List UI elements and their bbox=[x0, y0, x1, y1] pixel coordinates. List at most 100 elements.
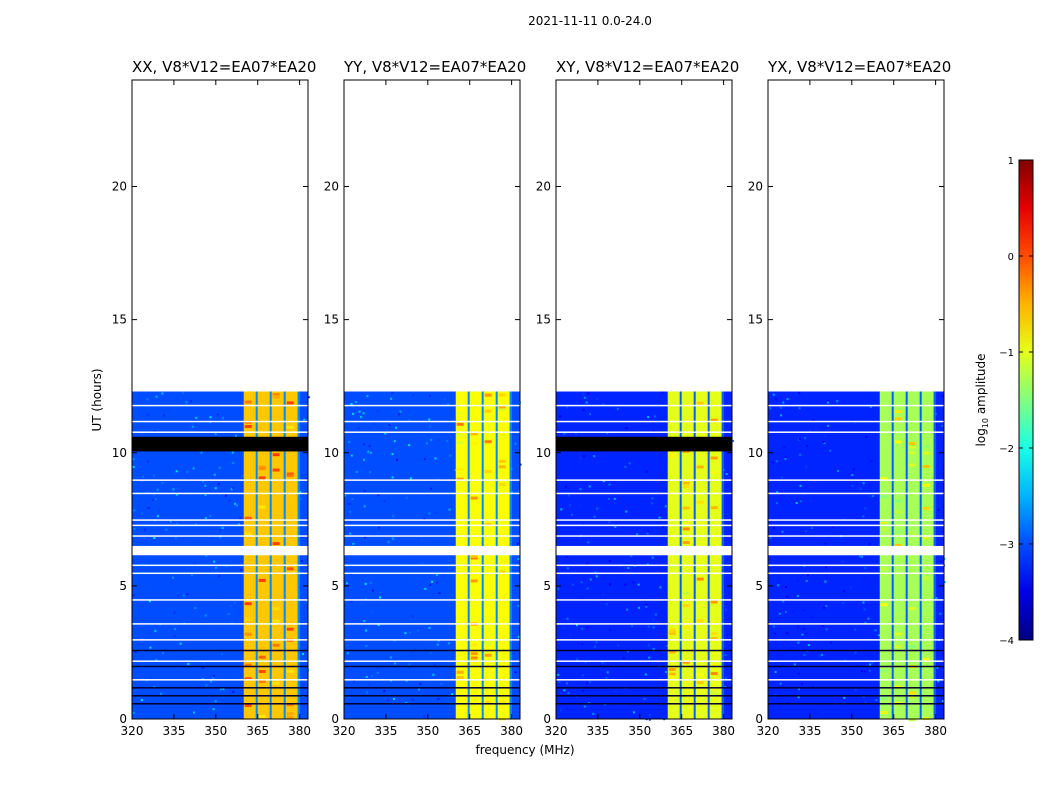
noise-pixel bbox=[377, 494, 380, 497]
noise-pixel bbox=[204, 517, 207, 520]
band-hotspot bbox=[470, 643, 478, 647]
noise-pixel bbox=[786, 595, 789, 598]
noise-pixel bbox=[359, 602, 362, 605]
noise-pixel bbox=[825, 604, 828, 607]
y-tick-label: 0 bbox=[119, 712, 127, 726]
noise-pixel bbox=[874, 629, 877, 632]
noise-pixel bbox=[141, 512, 144, 515]
band-hotspot bbox=[456, 422, 464, 426]
flag-line bbox=[556, 404, 732, 407]
band-hotspot bbox=[272, 643, 280, 647]
noise-pixel bbox=[215, 629, 218, 631]
noise-pixel bbox=[606, 671, 609, 674]
band-hotspot bbox=[682, 485, 690, 489]
band-hotspot bbox=[880, 573, 888, 577]
x-tick-label: 350 bbox=[840, 724, 863, 738]
band-hotspot bbox=[244, 632, 252, 636]
flag-line bbox=[768, 572, 944, 575]
noise-pixel bbox=[579, 488, 582, 491]
noise-pixel bbox=[346, 644, 349, 647]
noise-pixel bbox=[863, 608, 866, 611]
dark-line bbox=[132, 649, 308, 652]
noise-pixel bbox=[434, 457, 437, 460]
noise-pixel bbox=[348, 663, 351, 666]
noise-pixel bbox=[627, 567, 630, 569]
noise-pixel bbox=[851, 474, 854, 477]
y-tick-label: 10 bbox=[748, 446, 763, 460]
noise-pixel bbox=[363, 443, 365, 446]
noise-pixel bbox=[213, 560, 215, 563]
colorbar: −4 −3 −2 −1 0 1 bbox=[999, 156, 1034, 647]
noise-pixel bbox=[724, 608, 727, 611]
noise-pixel bbox=[229, 605, 232, 608]
noise-pixel bbox=[214, 487, 217, 490]
noise-pixel bbox=[355, 401, 358, 404]
noise-pixel bbox=[589, 413, 591, 416]
flag-line bbox=[768, 420, 944, 423]
noise-pixel bbox=[587, 541, 590, 544]
noise-pixel bbox=[566, 707, 569, 710]
noise-pixel bbox=[786, 398, 789, 401]
band-hotspot bbox=[668, 565, 676, 568]
noise-pixel bbox=[658, 516, 661, 519]
band-hotspot bbox=[682, 660, 690, 664]
noise-pixel bbox=[627, 650, 629, 653]
noise-pixel bbox=[809, 500, 812, 502]
noise-pixel bbox=[417, 629, 420, 632]
noise-pixel bbox=[172, 490, 175, 493]
noise-pixel bbox=[147, 507, 150, 509]
noise-pixel bbox=[609, 583, 612, 586]
panel-title-yy: YY, V8*V12=EA07*EA20 bbox=[344, 58, 527, 76]
noise-pixel bbox=[153, 685, 156, 688]
noise-pixel bbox=[408, 444, 411, 447]
band-hotspot bbox=[894, 645, 902, 648]
noise-pixel bbox=[352, 542, 355, 545]
noise-pixel bbox=[153, 537, 156, 539]
noise-pixel bbox=[200, 451, 203, 454]
band-hotspot bbox=[470, 441, 478, 445]
noise-pixel bbox=[786, 702, 789, 704]
noise-pixel bbox=[812, 419, 815, 422]
noise-pixel bbox=[353, 680, 356, 682]
noise-pixel bbox=[165, 528, 168, 531]
noise-pixel bbox=[146, 413, 149, 416]
noise-pixel bbox=[937, 680, 940, 683]
noise-pixel bbox=[665, 671, 668, 674]
noise-pixel bbox=[517, 635, 520, 638]
noise-pixel bbox=[195, 416, 198, 419]
noise-pixel bbox=[644, 673, 647, 676]
noise-pixel bbox=[566, 567, 569, 570]
noise-pixel bbox=[587, 392, 590, 395]
noise-pixel bbox=[447, 403, 450, 406]
band-hotspot bbox=[272, 395, 280, 399]
noise-pixel bbox=[514, 442, 517, 445]
noise-pixel bbox=[662, 526, 665, 529]
noise-pixel bbox=[214, 535, 217, 538]
noise-pixel bbox=[830, 641, 833, 644]
flag-line bbox=[132, 524, 308, 527]
noise-pixel bbox=[235, 434, 237, 437]
flag-line bbox=[556, 524, 732, 527]
noise-pixel bbox=[617, 644, 620, 647]
noise-pixel bbox=[560, 539, 563, 542]
noise-pixel bbox=[595, 641, 598, 644]
noise-pixel bbox=[798, 407, 801, 410]
noise-pixel bbox=[567, 692, 570, 695]
noise-pixel bbox=[436, 710, 439, 712]
dark-line bbox=[132, 703, 308, 705]
noise-pixel bbox=[299, 392, 302, 395]
noise-pixel bbox=[596, 527, 599, 530]
band-hotspot bbox=[498, 482, 506, 486]
dark-line bbox=[132, 687, 308, 689]
noise-pixel bbox=[804, 632, 807, 635]
noise-pixel bbox=[430, 487, 432, 490]
flag-line bbox=[556, 572, 732, 575]
flag-line bbox=[556, 519, 732, 521]
band-hotspot bbox=[456, 441, 464, 445]
noise-pixel bbox=[352, 412, 355, 415]
band-hotspot bbox=[484, 393, 492, 397]
noise-pixel bbox=[565, 554, 568, 557]
noise-pixel bbox=[384, 432, 387, 435]
noise-pixel bbox=[596, 507, 599, 510]
dark-line bbox=[768, 695, 944, 697]
